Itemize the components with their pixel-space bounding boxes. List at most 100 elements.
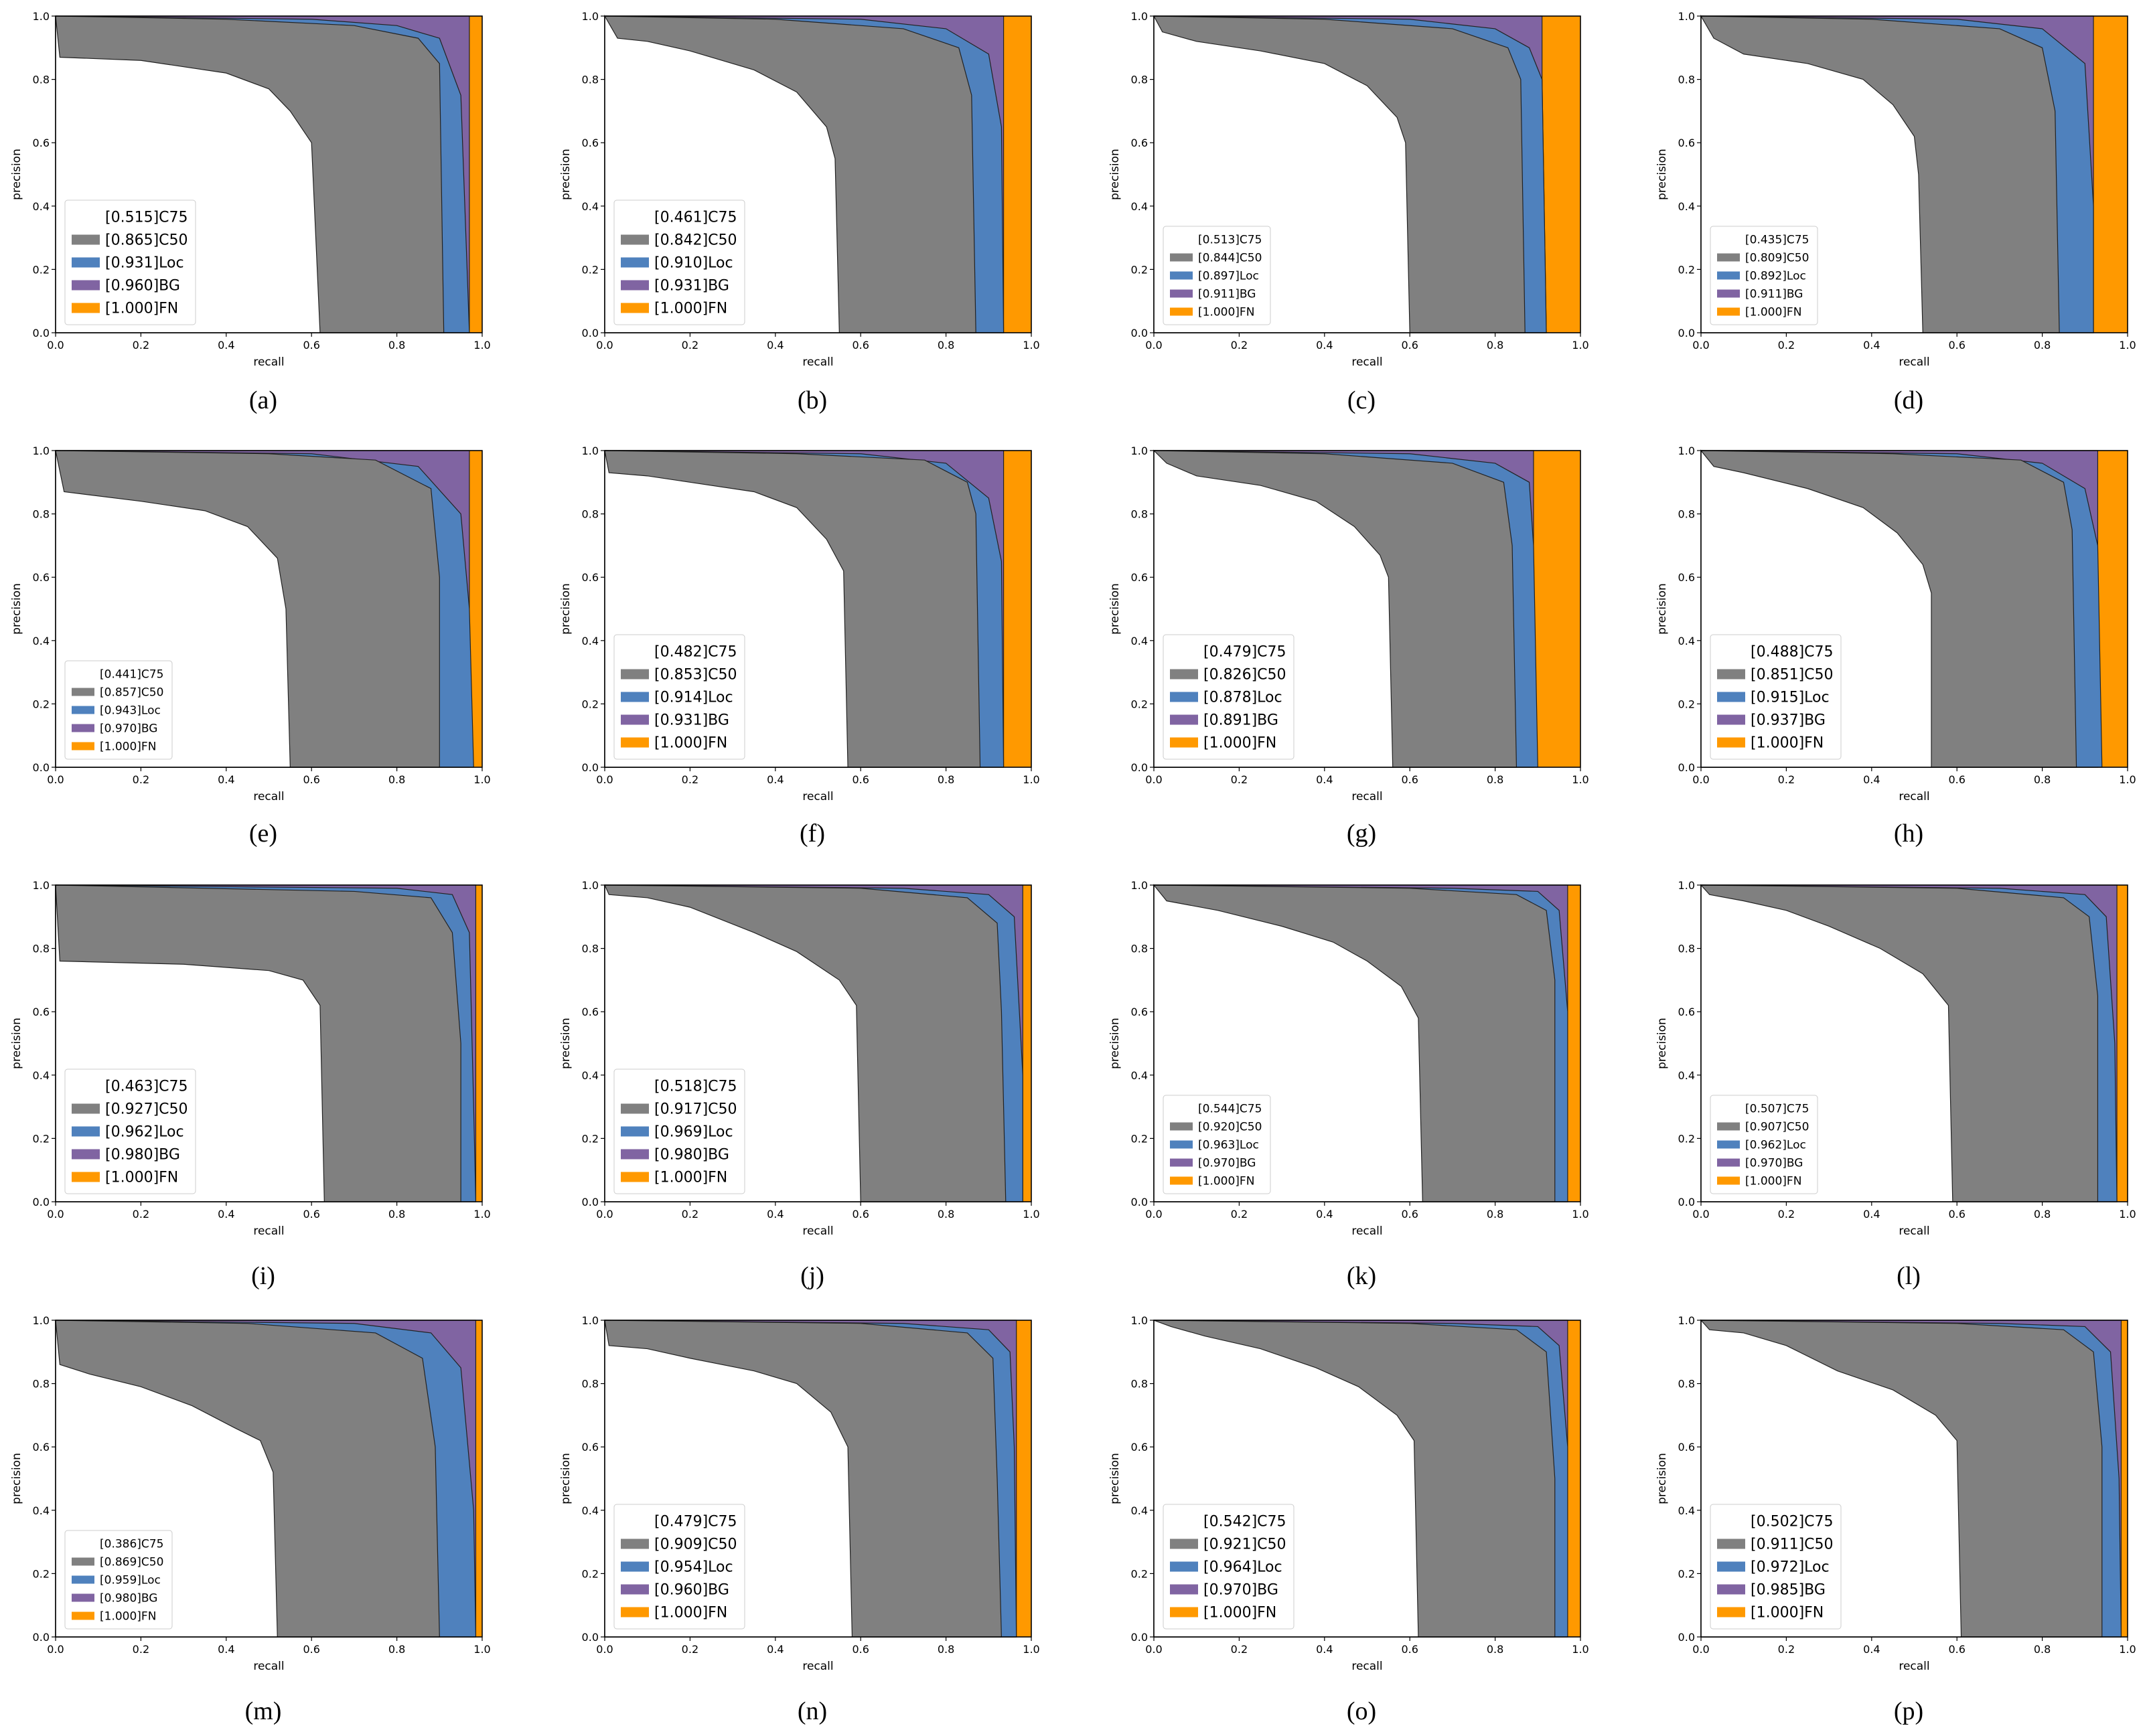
legend-swatch-bg: [1717, 289, 1740, 298]
x-tick-label: 1.0: [473, 339, 490, 351]
legend: [0.515]C75 [0.865]C50 [0.931]Loc [0.960]BG […: [64, 200, 196, 325]
x-tick-label: 0.2: [1231, 1208, 1248, 1220]
legend-entry: [0.914]Loc: [654, 690, 733, 706]
x-axis-title: recall: [1899, 1225, 1929, 1238]
x-tick-label: 1.0: [2119, 1208, 2136, 1220]
legend-entry: [0.461]C75: [654, 210, 737, 226]
legend: [0.441]C75 [0.857]C50 [0.943]Loc [0.970]BG […: [64, 660, 173, 760]
legend-entry: [1.000]FN: [1745, 1174, 1801, 1188]
x-tick-label: 0.0: [596, 1208, 613, 1220]
y-tick-label: 0.0: [33, 327, 50, 339]
x-tick-label: 0.8: [2034, 1643, 2051, 1656]
y-tick-label: 1.0: [1131, 10, 1148, 23]
plot-frame: [1700, 450, 2128, 768]
x-tick-label: 0.0: [47, 339, 64, 351]
x-axis-title: recall: [253, 1660, 284, 1673]
legend: [0.513]C75 [0.844]C50 [0.897]Loc [0.911]BG […: [1163, 226, 1271, 325]
plot-frame: [1153, 15, 1581, 333]
legend-swatch-fn: [621, 1607, 649, 1617]
y-tick-label: 0.6: [582, 571, 599, 584]
x-axis-title: recall: [802, 356, 833, 369]
x-tick-label: 0.6: [852, 1208, 869, 1220]
legend-entry: [0.920]C50: [1198, 1120, 1262, 1133]
legend-entry: [0.980]BG: [654, 1147, 729, 1164]
legend-entry: [0.915]Loc: [1751, 690, 1830, 706]
chart-panel-15: 0.0 0.2 0.4 0.6 0.8 1.0 0.0 0.2 0.4 0.6 0.8 1.0 reca…: [1108, 1314, 1589, 1725]
legend-entry: [0.515]C75: [105, 210, 188, 226]
legend-swatch-fn: [621, 303, 649, 313]
legend-swatch-bg: [1717, 1584, 1745, 1595]
y-tick-label: 0.4: [1678, 635, 1695, 647]
x-tick-label: 1.0: [1023, 1643, 1039, 1656]
x-tick-label: 0.4: [218, 1643, 234, 1656]
x-tick-label: 0.0: [1145, 339, 1162, 351]
y-tick-label: 0.0: [1131, 761, 1148, 774]
y-tick-label: 0.8: [582, 943, 599, 955]
y-tick-label: 0.6: [1678, 1441, 1695, 1453]
legend-entry: [0.844]C50: [1198, 251, 1262, 264]
legend-entry: [1.000]FN: [1751, 1605, 1824, 1622]
y-tick-label: 1.0: [1678, 10, 1695, 23]
panel-caption: (e): [249, 819, 277, 848]
y-tick-label: 0.6: [33, 137, 50, 149]
x-tick-label: 0.6: [1401, 773, 1418, 786]
x-tick-label: 0.0: [1145, 1643, 1162, 1656]
legend-swatch-loc: [1717, 1561, 1745, 1572]
legend-swatch-loc: [1170, 1140, 1193, 1149]
legend-entry: [0.479]C75: [654, 1514, 737, 1530]
legend-swatch-bg: [72, 724, 94, 732]
legend-entry: [0.931]BG: [654, 278, 729, 295]
legend: [0.461]C75 [0.842]C50 [0.910]Loc [0.931]BG […: [613, 200, 745, 325]
legend-box: [64, 200, 196, 325]
plot-frame: [604, 450, 1032, 768]
legend-entry: [1.000]FN: [654, 1605, 727, 1622]
legend-entry: [0.980]BG: [100, 1591, 157, 1605]
chart-panel-13: 0.0 0.2 0.4 0.6 0.8 1.0 0.0 0.2 0.4 0.6 0.8 1.0 reca…: [10, 1314, 491, 1725]
y-tick-label: 0.4: [582, 1504, 599, 1517]
legend-swatch-bg: [72, 1149, 100, 1160]
legend-swatch-c50: [1170, 253, 1193, 262]
y-tick-label: 0.6: [33, 1006, 50, 1018]
legend-swatch-bg: [1170, 1158, 1193, 1167]
x-tick-label: 0.8: [2034, 1208, 2051, 1220]
x-tick-label: 0.6: [852, 1643, 869, 1656]
legend-swatch-c75: [621, 1081, 649, 1091]
legend-swatch-bg: [72, 1593, 94, 1602]
legend-swatch-c75: [621, 1516, 649, 1526]
y-tick-label: 0.2: [1678, 1132, 1695, 1145]
y-tick-label: 0.2: [582, 698, 599, 710]
legend-swatch-bg: [621, 1149, 649, 1160]
legend-swatch-c50: [621, 669, 649, 680]
legend-entry: [0.931]Loc: [105, 255, 184, 272]
x-tick-label: 0.4: [1316, 339, 1333, 351]
y-tick-label: 0.4: [1678, 1504, 1695, 1517]
legend-entry: [0.892]Loc: [1745, 269, 1806, 283]
y-tick-label: 0.0: [582, 327, 599, 339]
legend: [0.507]C75 [0.907]C50 [0.962]Loc [0.970]BG […: [1710, 1095, 1818, 1194]
legend-box: [1163, 226, 1271, 325]
legend-swatch-c50: [1717, 1122, 1740, 1131]
x-tick-label: 1.0: [1572, 773, 1588, 786]
chart-panel-6: 0.0 0.2 0.4 0.6 0.8 1.0 0.0 0.2 0.4 0.6 0.8 1.0 reca…: [559, 445, 1040, 848]
legend-entry: [0.969]Loc: [654, 1124, 733, 1141]
legend: [0.482]C75 [0.853]C50 [0.914]Loc [0.931]BG […: [613, 634, 745, 760]
x-tick-label: 0.2: [133, 1643, 149, 1656]
y-axis-title: precision: [1108, 1018, 1122, 1069]
legend-swatch-c50: [72, 1103, 100, 1114]
legend-entry: [0.954]Loc: [654, 1559, 733, 1576]
x-tick-label: 0.2: [133, 773, 149, 786]
y-tick-label: 0.4: [33, 1504, 50, 1517]
y-tick-label: 0.8: [1678, 943, 1695, 955]
x-tick-label: 0.2: [1778, 339, 1795, 351]
y-tick-label: 0.8: [1131, 508, 1148, 521]
legend-entry: [0.911]BG: [1198, 287, 1256, 301]
y-axis-title: precision: [559, 1453, 573, 1504]
legend-box: [613, 200, 745, 325]
legend-swatch-bg: [621, 280, 649, 291]
legend-entry: [1.000]FN: [1751, 735, 1824, 752]
x-tick-label: 0.8: [1487, 339, 1503, 351]
plot-frame: [604, 1320, 1032, 1638]
legend: [0.386]C75 [0.869]C50 [0.959]Loc [0.980]BG […: [64, 1530, 173, 1630]
x-tick-label: 0.6: [1948, 1643, 1965, 1656]
